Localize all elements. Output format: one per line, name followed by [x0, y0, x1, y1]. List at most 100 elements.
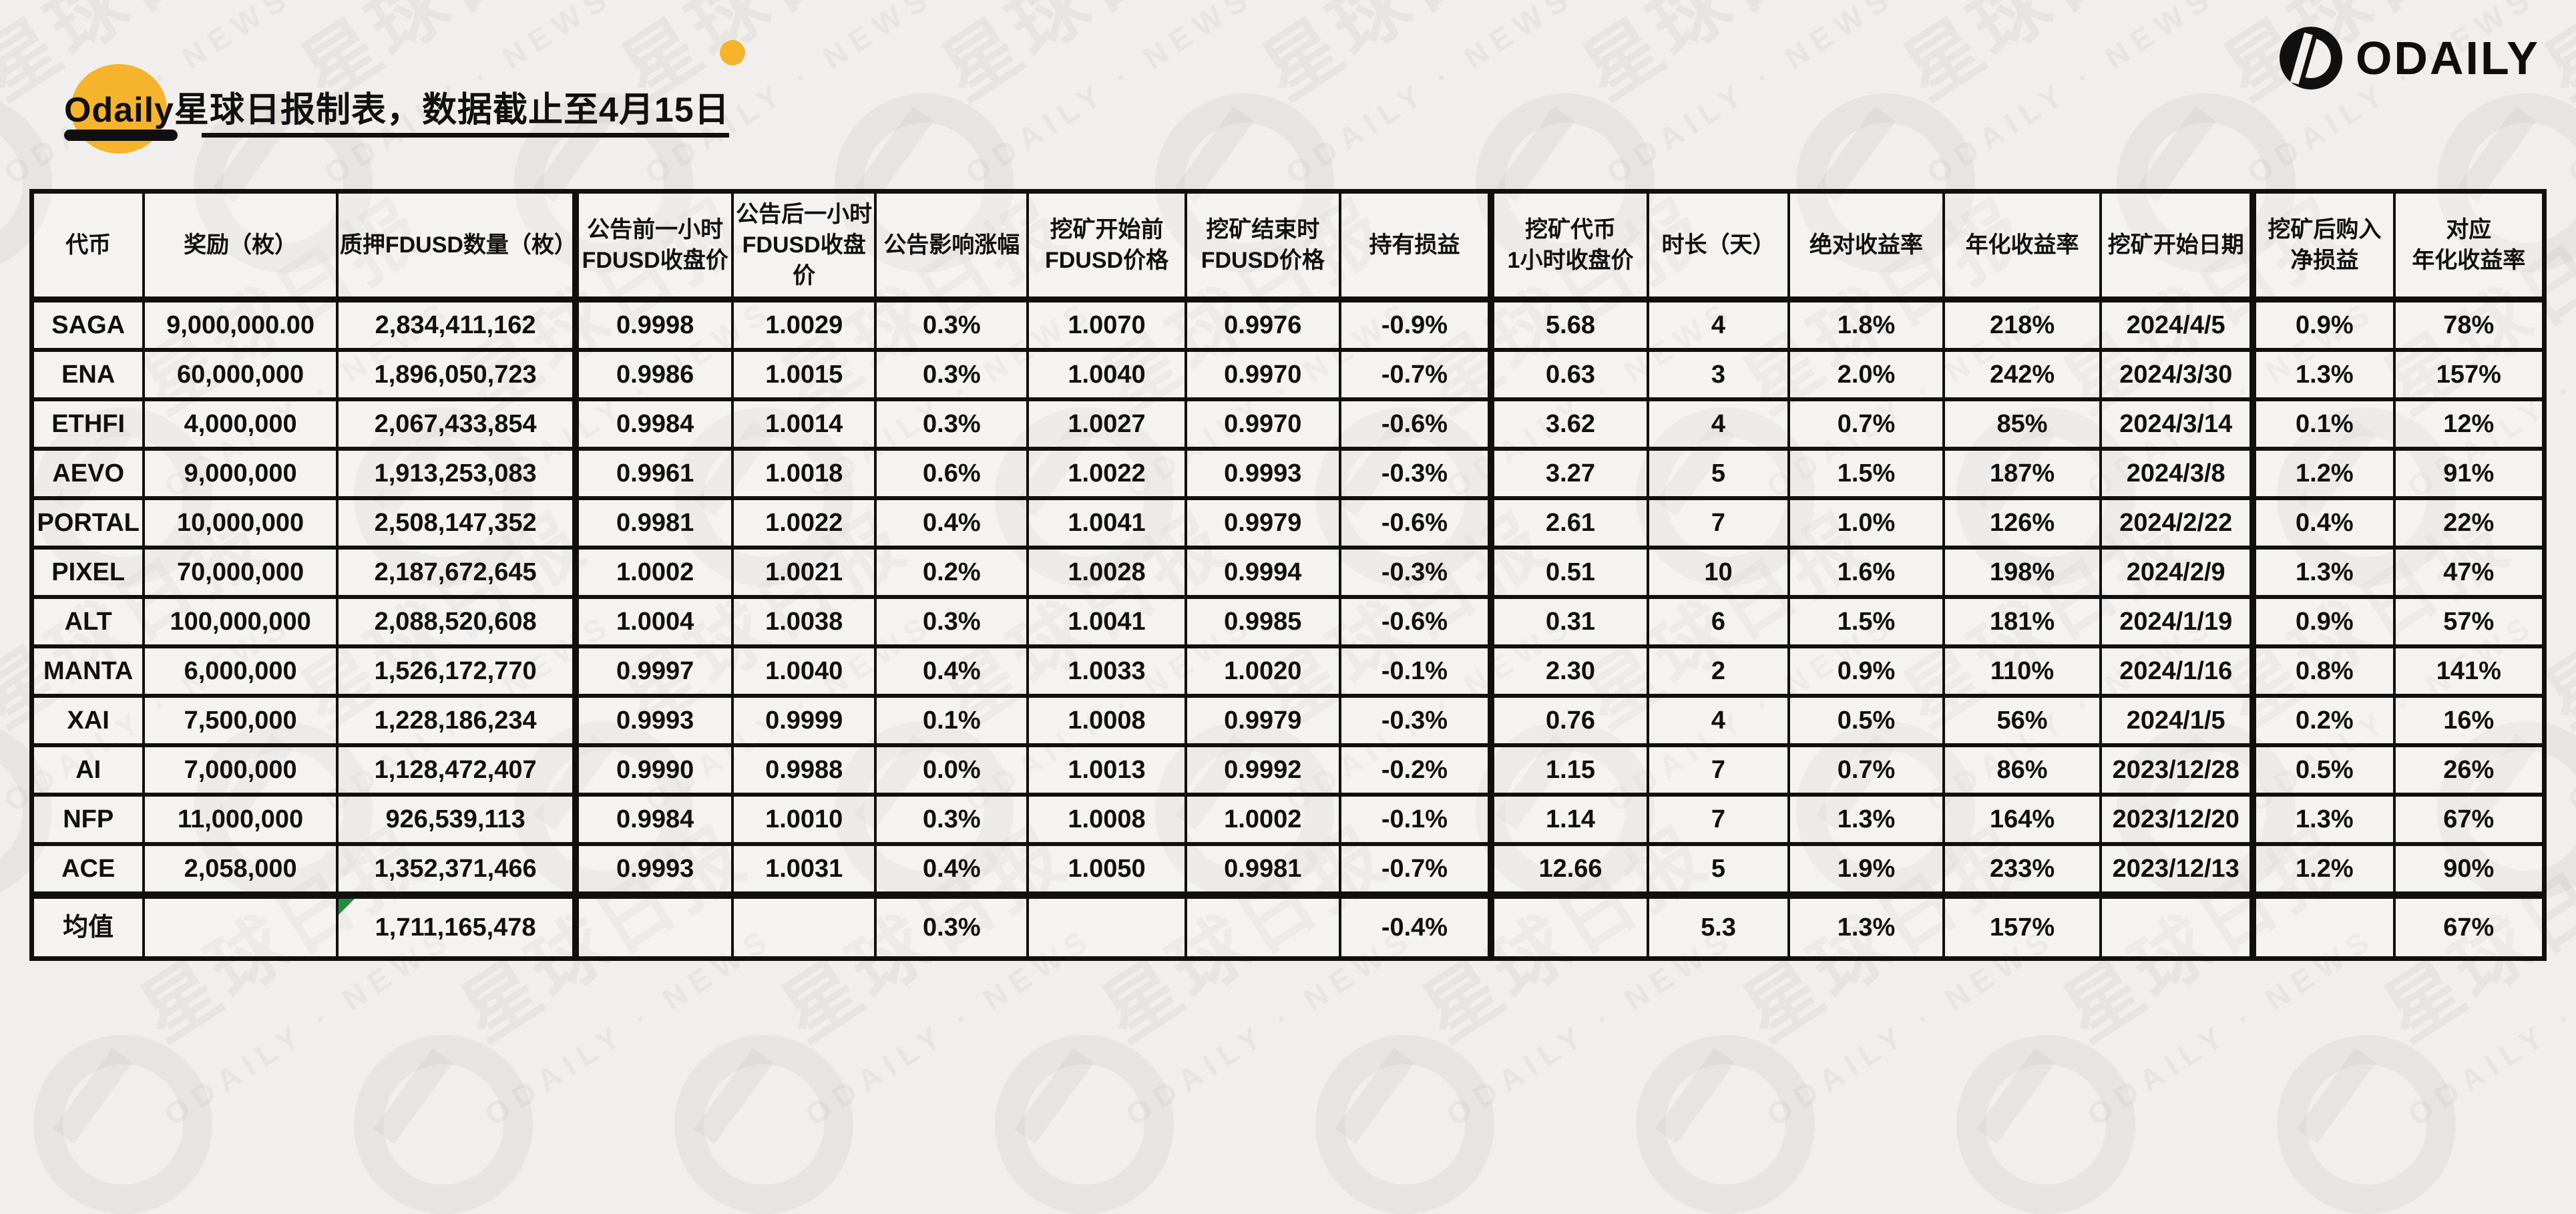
- table-cell: 1.2%: [2251, 447, 2396, 500]
- title-accent-dot: [720, 40, 745, 65]
- col-header-post-mining-net-pnl: 挖矿后购入 净损益: [2251, 190, 2396, 302]
- table-cell: 4: [1646, 397, 1791, 451]
- table-row-ACE: ACE 2,058,000 1,352,371,466 0.9993 1.0031 0.4…: [30, 842, 2546, 897]
- table-cell: 7,500,000: [142, 694, 339, 747]
- table-cell: 9,000,000.00: [142, 297, 339, 352]
- average-cell: -0.4%: [1338, 891, 1495, 961]
- table-cell: 10,000,000: [142, 496, 339, 550]
- table-cell: 1.0004: [574, 595, 734, 648]
- table-cell: 0.9970: [1184, 397, 1341, 451]
- average-cell: 67%: [2392, 891, 2546, 961]
- table-cell: 2024/4/5: [2099, 297, 2257, 352]
- table-cell: 0.9%: [2251, 297, 2396, 352]
- table-cell: 67%: [2392, 793, 2546, 846]
- col-header-post-announce-close: 公告后一小时 FDUSD收盘价: [730, 190, 877, 302]
- table-cell: 0.4%: [2251, 496, 2396, 550]
- watermark-o-slash: [373, 1048, 453, 1144]
- table-cell: 1.2%: [2251, 842, 2396, 897]
- average-cell: 5.3: [1646, 891, 1791, 961]
- table-cell: 1.0038: [730, 595, 877, 648]
- table-cell: 1.0022: [1026, 447, 1187, 500]
- table-cell: PIXEL: [30, 546, 146, 599]
- table-row-AEVO: AEVO 9,000,000 1,913,253,083 0.9961 1.0018 0.…: [30, 447, 2546, 500]
- watermark-o-logo-icon: [1636, 1035, 1815, 1214]
- watermark-cn-text: 星球日报: [1559, 0, 1887, 120]
- table-cell: 78%: [2392, 297, 2546, 352]
- table-cell: 0.9992: [1184, 743, 1341, 797]
- table-cell: 1.0022: [730, 496, 877, 550]
- col-header-token-1h-close: 挖矿代币 1小时收盘价: [1490, 190, 1649, 302]
- title-underline-thick: [64, 130, 178, 141]
- table-cell: 47%: [2392, 546, 2546, 599]
- table-cell: -0.7%: [1338, 348, 1495, 401]
- odaily-logo: ODAILY: [2279, 27, 2540, 89]
- table-cell: 0.1%: [874, 694, 1030, 747]
- table-cell: -0.6%: [1338, 397, 1495, 451]
- table-cell: 0.9979: [1184, 496, 1341, 550]
- table-cell: ALT: [30, 595, 146, 648]
- table-cell: 1.0013: [1026, 743, 1187, 797]
- table-cell: 57%: [2392, 595, 2546, 648]
- watermark-o-logo-icon: [354, 1035, 533, 1214]
- table-cell: 10: [1646, 546, 1791, 599]
- table-cell: 0.9998: [574, 297, 734, 352]
- table-cell: 2,187,672,645: [335, 546, 580, 599]
- table-cell: 164%: [1942, 793, 2103, 846]
- table-cell: 1.0018: [730, 447, 877, 500]
- table-cell: 1,896,050,723: [335, 348, 580, 401]
- table-cell: 1.15: [1490, 743, 1649, 797]
- table-cell: 1,228,186,234: [335, 694, 580, 747]
- table-cell: 1.3%: [1787, 793, 1945, 846]
- table-cell: 0.7%: [1787, 397, 1945, 451]
- table-cell: 3.27: [1490, 447, 1649, 500]
- table-row-AI: AI 7,000,000 1,128,472,407 0.9990 0.9988 0.0%…: [30, 743, 2546, 797]
- table-row-PIXEL: PIXEL 70,000,000 2,187,672,645 1.0002 1.0021…: [30, 546, 2546, 599]
- col-header-pre-mining-price: 挖矿开始前 FDUSD价格: [1026, 190, 1187, 302]
- table-cell: -0.3%: [1338, 694, 1495, 747]
- table-cell: 0.9994: [1184, 546, 1341, 599]
- table-cell: 5: [1646, 447, 1791, 500]
- table-cell: 1.0002: [1184, 793, 1341, 846]
- table-cell: 0.3%: [874, 595, 1030, 648]
- table-cell: 5.68: [1490, 297, 1649, 352]
- table-cell: 1.0033: [1026, 644, 1187, 698]
- table-cell: -0.9%: [1338, 297, 1495, 352]
- table-cell: 141%: [2392, 644, 2546, 698]
- table-cell: 0.9%: [1787, 644, 1945, 698]
- table-cell: 0.9986: [574, 348, 734, 401]
- watermark-o-slash: [53, 1048, 133, 1144]
- table-cell: 0.1%: [2251, 397, 2396, 451]
- table-cell: 0.3%: [874, 348, 1030, 401]
- table-cell: 2,058,000: [142, 842, 339, 897]
- table-cell: ENA: [30, 348, 146, 401]
- watermark-en-text: ODAILY · NEWS: [2561, 606, 2576, 819]
- table-cell: 181%: [1942, 595, 2103, 648]
- watermark-o-slash: [1976, 1048, 2056, 1144]
- table-cell: 0.9981: [1184, 842, 1341, 897]
- table-cell: -0.7%: [1338, 842, 1495, 897]
- table-cell: 7: [1646, 743, 1791, 797]
- table-cell: 5: [1646, 842, 1791, 897]
- table-cell: 126%: [1942, 496, 2103, 550]
- watermark-en-text: ODAILY · NEWS: [1920, 0, 2222, 191]
- table-cell: 1,128,472,407: [335, 743, 580, 797]
- table-cell: 1.0041: [1026, 595, 1187, 648]
- table-cell: 0.9981: [574, 496, 734, 550]
- table-cell: 233%: [1942, 842, 2103, 897]
- table-cell: SAGA: [30, 297, 146, 352]
- table-cell: 198%: [1942, 546, 2103, 599]
- col-header-announce-impact: 公告影响涨幅: [874, 190, 1030, 302]
- table-cell: 3: [1646, 348, 1791, 401]
- table-cell: -0.2%: [1338, 743, 1495, 797]
- table-cell: 56%: [1942, 694, 2103, 747]
- table-row-NFP: NFP 11,000,000 926,539,113 0.9984 1.0010 0.3%…: [30, 793, 2546, 846]
- table-cell: 2: [1646, 644, 1791, 698]
- table-cell: 2,067,433,854: [335, 397, 580, 451]
- col-header-holding-pnl: 持有损益: [1338, 190, 1495, 302]
- table-cell: 1.0040: [1026, 348, 1187, 401]
- watermark-o-logo-icon: [674, 1035, 853, 1214]
- table-cell: 1.0029: [730, 297, 877, 352]
- launchpool-data-table: 代币 奖励（枚） 质押FDUSD数量（枚） 公告前一小时 FDUSD收盘价 公告…: [29, 189, 2547, 961]
